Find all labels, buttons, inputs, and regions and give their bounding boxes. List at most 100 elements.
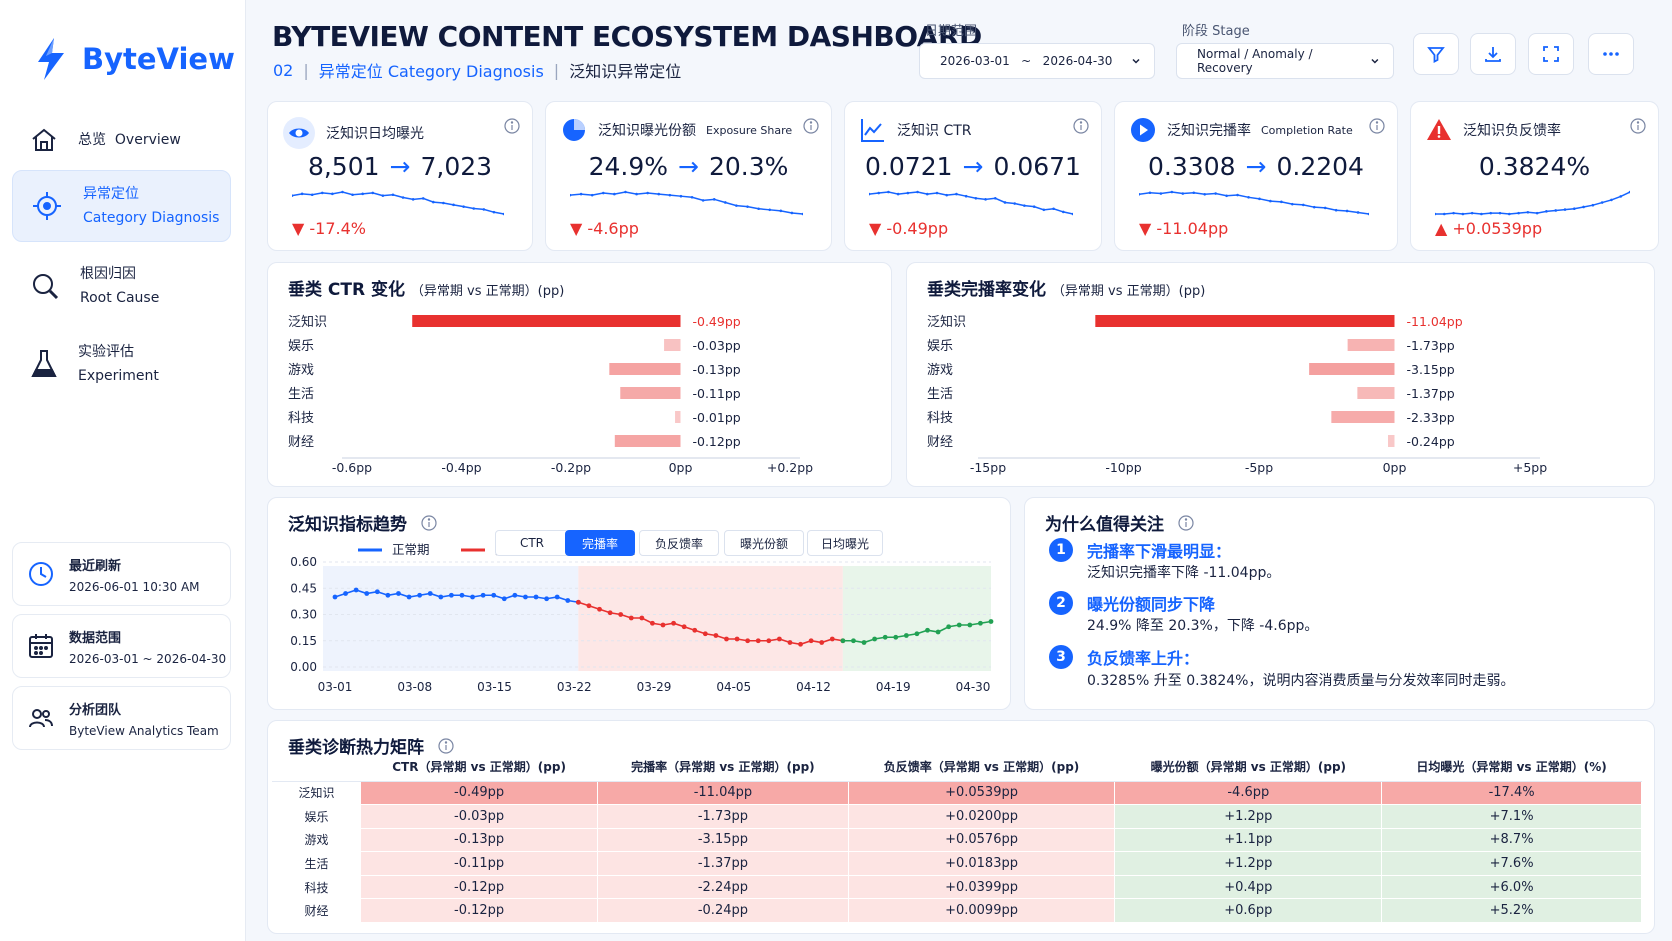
sparkline-point [1591, 203, 1595, 207]
x-tick-label: -15pp [970, 460, 1006, 475]
x-tick-label: +5pp [1513, 460, 1547, 475]
series-point [840, 638, 846, 644]
kpi-title: 泛知识完播率 [1167, 123, 1251, 139]
info-icon[interactable] [1178, 514, 1194, 531]
sparkline-point [1052, 207, 1055, 211]
kpi-delta: ▲ +0.0539pp [1435, 219, 1543, 238]
tab-ctr[interactable]: CTR [495, 530, 569, 556]
sparkline-point [701, 199, 705, 202]
x-tick-label: 04-05 [716, 680, 751, 694]
nav-item-experiment[interactable]: 实验评估 Experiment [12, 328, 231, 400]
kpi-title: 泛知识负反馈率 [1463, 123, 1561, 139]
breadcrumb-separator: | [553, 60, 560, 80]
kpi-card: 泛知识日均曝光 8,501 → 7,023 ▼ -17.4% [267, 101, 533, 251]
sparkline-point [482, 208, 486, 211]
series-point [914, 631, 920, 637]
bar-value-label: -1.37pp [1407, 386, 1455, 401]
tab-daily-exposure[interactable]: 日均曝光 [807, 530, 883, 556]
fullscreen-button[interactable] [1528, 33, 1574, 75]
series-point [607, 610, 613, 616]
stage-select[interactable]: Normal / Anomaly / Recovery [1176, 43, 1394, 79]
sparkline-point [502, 212, 504, 216]
chevron-down-icon [1132, 58, 1140, 64]
series-point [374, 589, 380, 595]
series-point [586, 603, 592, 609]
kpi-from-value: 8,501 [307, 152, 380, 181]
sparkline-point [1535, 211, 1539, 215]
info-icon[interactable] [421, 514, 437, 531]
stage-background [842, 566, 991, 671]
chevron-down-icon [1371, 59, 1379, 64]
nav-label-en: Overview [114, 132, 181, 148]
series-point [533, 594, 539, 600]
reason-number: 3 [1049, 645, 1073, 669]
sparkline-point [993, 196, 997, 200]
tab-exposure-share[interactable]: 曝光份额 [724, 530, 804, 556]
heatmap-cell: -0.49pp [359, 780, 599, 806]
ctr-bar-chart: 泛知识 -0.49pp 娱乐 -0.03pp 游戏 -0.13pp 生活 -0.11pp 科技 -… [288, 314, 813, 475]
info-icon[interactable] [803, 118, 819, 138]
date-range-value: 2026-03-01 ~ 2026-04-30 [940, 54, 1113, 68]
kpi-sparkline [1435, 190, 1630, 216]
category-label: 泛知识 [927, 314, 966, 330]
info-icon[interactable] [504, 118, 520, 138]
series-point [353, 587, 359, 593]
more-button[interactable] [1588, 33, 1634, 75]
kpi-title: 泛知识 CTR [897, 123, 972, 139]
sparkline-point [1159, 192, 1163, 195]
eye-icon [282, 116, 316, 150]
nav-item-overview[interactable]: 总览 Overview [12, 104, 231, 176]
download-button[interactable] [1470, 33, 1516, 75]
legend-label: 正常期 [392, 542, 430, 557]
series-point [575, 599, 581, 605]
sparkline-point [1013, 202, 1017, 205]
arrow-right-icon: → [1245, 152, 1267, 181]
series-point [671, 620, 676, 626]
info-icon[interactable] [1369, 118, 1385, 138]
series-point [734, 636, 740, 642]
sparkline-point [411, 198, 415, 201]
x-tick-label: 03-15 [477, 680, 512, 694]
date-range-label: 日期范围 [925, 24, 978, 39]
sparkline-point [1480, 212, 1483, 216]
ctr-change-panel: 垂类 CTR 变化 （异常期 vs 正常期）(pp) 泛知识 -0.49pp 娱乐 -… [267, 262, 892, 487]
panel-title: 垂类完播率变化 [927, 280, 1046, 300]
series-point [851, 638, 856, 644]
download-icon [1485, 47, 1501, 62]
panel-title: 为什么值得关注 [1045, 515, 1164, 535]
bar-value-label: -0.49pp [693, 314, 741, 329]
sparkline-point [887, 190, 890, 194]
sparkline-point [1470, 211, 1474, 215]
nav-item-root-cause[interactable]: 根因归因 Root Cause [12, 250, 231, 322]
breadcrumb: 02 | 异常定位 Category Diagnosis | 泛知识异常定位 [273, 58, 681, 82]
tab-negative-feedback[interactable]: 负反馈率 [639, 530, 719, 556]
sparkline-point [1061, 210, 1065, 214]
kpi-card: 泛知识 CTR 0.0721 → 0.0671 ▼ -0.49pp [844, 101, 1102, 251]
x-tick-label: 03-22 [557, 680, 592, 694]
info-icon[interactable] [1073, 118, 1089, 138]
sparkline-point [361, 192, 364, 196]
filter-button[interactable] [1413, 33, 1459, 75]
x-tick-label: -0.4pp [441, 460, 481, 475]
series-point [459, 592, 465, 598]
x-tick-label: 03-08 [397, 680, 432, 694]
nav-label-en: Category Diagnosis [83, 210, 220, 226]
date-range-select[interactable]: 2026-03-01 ~ 2026-04-30 [919, 43, 1155, 79]
logo[interactable]: ByteView [30, 36, 235, 82]
sparkline-point [401, 196, 405, 199]
x-tick-label: 0pp [669, 460, 693, 475]
sparkline-line [292, 191, 504, 215]
info-icon[interactable] [1630, 118, 1646, 138]
series-point [787, 640, 793, 645]
tab-completion-rate[interactable]: 完播率 [565, 530, 635, 556]
sparkline-point [668, 193, 672, 197]
series-point [501, 596, 507, 602]
nav-item-category-diagnosis[interactable]: 异常定位 Category Diagnosis [12, 170, 231, 242]
bar [1331, 411, 1395, 423]
info-icon[interactable] [438, 737, 454, 754]
sparkline-point [801, 212, 803, 216]
sparkline-line [869, 191, 1073, 215]
series-point [882, 634, 888, 640]
series-point [766, 638, 772, 644]
x-tick-label: -5pp [1245, 460, 1273, 475]
